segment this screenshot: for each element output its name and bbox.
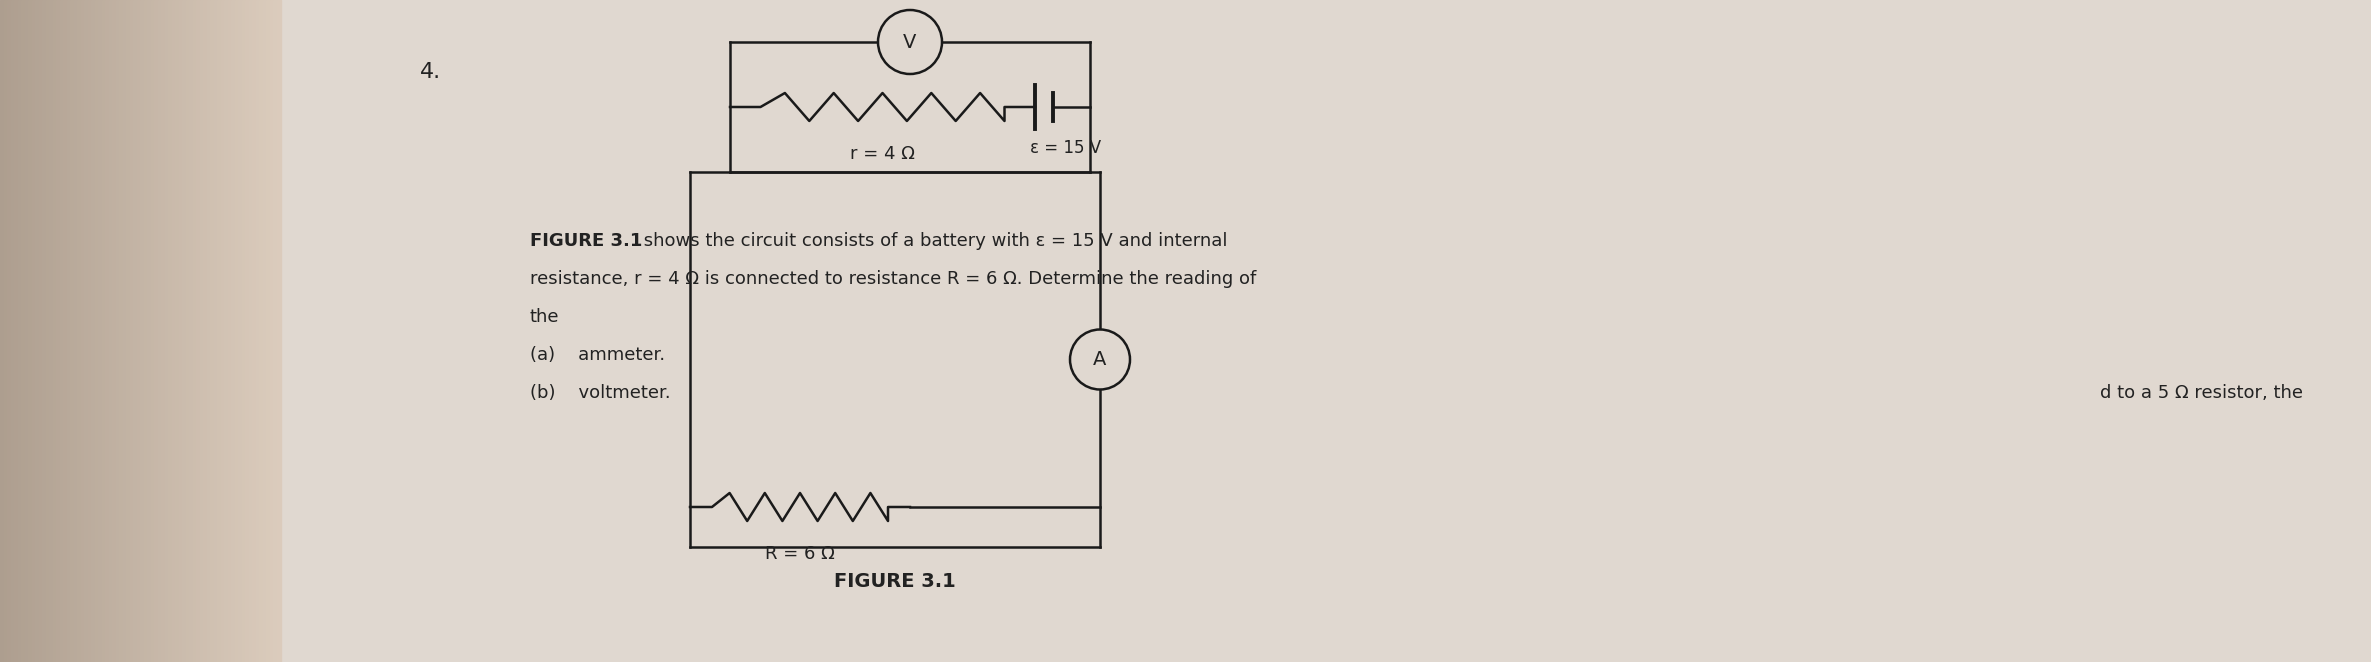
Text: ε = 15 V: ε = 15 V (1029, 139, 1100, 157)
Bar (38, 0, 43, 662)
Text: R = 6 Ω: R = 6 Ω (766, 545, 835, 563)
Bar (21, 0, 26, 662)
Bar (59, 0, 64, 662)
Bar (145, 0, 147, 662)
Bar (256, 0, 261, 662)
Bar (249, 0, 254, 662)
Bar (14, 0, 19, 662)
Text: d to a 5 Ω resistor, the: d to a 5 Ω resistor, the (2101, 384, 2302, 402)
Bar (74, 0, 78, 662)
Bar (147, 0, 152, 662)
Text: the: the (531, 308, 560, 326)
Bar (45, 0, 50, 662)
Bar (258, 0, 263, 662)
Text: shows the circuit consists of a battery with ε = 15 V and internal: shows the circuit consists of a battery … (638, 232, 1228, 250)
Text: 4.: 4. (420, 62, 441, 82)
Bar (116, 0, 121, 662)
Bar (185, 0, 190, 662)
Bar (102, 0, 107, 662)
Bar (154, 0, 159, 662)
Text: (b)    voltmeter.: (b) voltmeter. (531, 384, 671, 402)
Text: (a)    ammeter.: (a) ammeter. (531, 346, 666, 364)
Bar (156, 0, 161, 662)
Bar (228, 0, 232, 662)
Bar (88, 0, 92, 662)
Bar (149, 0, 154, 662)
Text: r = 4 Ω: r = 4 Ω (851, 145, 915, 163)
Bar (28, 0, 33, 662)
Circle shape (1069, 330, 1131, 389)
Bar (273, 0, 277, 662)
Text: resistance, r = 4 Ω is connected to resistance R = 6 Ω. Determine the reading of: resistance, r = 4 Ω is connected to resi… (531, 270, 1257, 288)
Bar (140, 0, 145, 662)
Bar (223, 0, 228, 662)
Circle shape (877, 10, 941, 74)
Bar (126, 0, 130, 662)
Bar (7, 0, 12, 662)
Bar (81, 0, 85, 662)
Bar (213, 0, 218, 662)
Bar (237, 0, 242, 662)
Bar (130, 0, 135, 662)
Bar (161, 0, 166, 662)
Bar (95, 0, 100, 662)
Bar (230, 0, 235, 662)
Bar (138, 0, 140, 662)
Bar (2, 0, 7, 662)
Bar (183, 0, 187, 662)
Bar (83, 0, 88, 662)
Bar (206, 0, 211, 662)
Bar (192, 0, 197, 662)
Bar (221, 0, 225, 662)
Bar (24, 0, 28, 662)
Bar (57, 0, 62, 662)
Bar (0, 0, 5, 662)
Bar (9, 0, 14, 662)
Bar (66, 0, 71, 662)
Bar (168, 0, 173, 662)
Bar (109, 0, 114, 662)
Bar (36, 0, 40, 662)
Bar (111, 0, 116, 662)
Bar (218, 0, 221, 662)
Bar (263, 0, 268, 662)
Bar (190, 0, 194, 662)
Bar (277, 0, 282, 662)
Bar (133, 0, 138, 662)
Bar (242, 0, 247, 662)
Bar (211, 0, 213, 662)
Text: FIGURE 3.1: FIGURE 3.1 (835, 572, 956, 591)
Bar (97, 0, 102, 662)
Bar (76, 0, 81, 662)
Bar (199, 0, 204, 662)
Bar (71, 0, 74, 662)
Bar (171, 0, 175, 662)
Bar (90, 0, 95, 662)
Bar (244, 0, 249, 662)
Bar (204, 0, 209, 662)
Bar (164, 0, 168, 662)
Bar (64, 0, 66, 662)
Bar (235, 0, 239, 662)
Bar (17, 0, 21, 662)
Bar (266, 0, 270, 662)
Bar (31, 0, 36, 662)
Text: V: V (903, 32, 918, 52)
Bar (43, 0, 47, 662)
Bar (251, 0, 256, 662)
Bar (197, 0, 202, 662)
Text: FIGURE 3.1: FIGURE 3.1 (531, 232, 643, 250)
Bar (178, 0, 183, 662)
Bar (52, 0, 57, 662)
Bar (50, 0, 55, 662)
Bar (123, 0, 128, 662)
Bar (270, 0, 275, 662)
Bar (119, 0, 123, 662)
Text: A: A (1093, 350, 1107, 369)
Bar (175, 0, 180, 662)
Bar (104, 0, 109, 662)
